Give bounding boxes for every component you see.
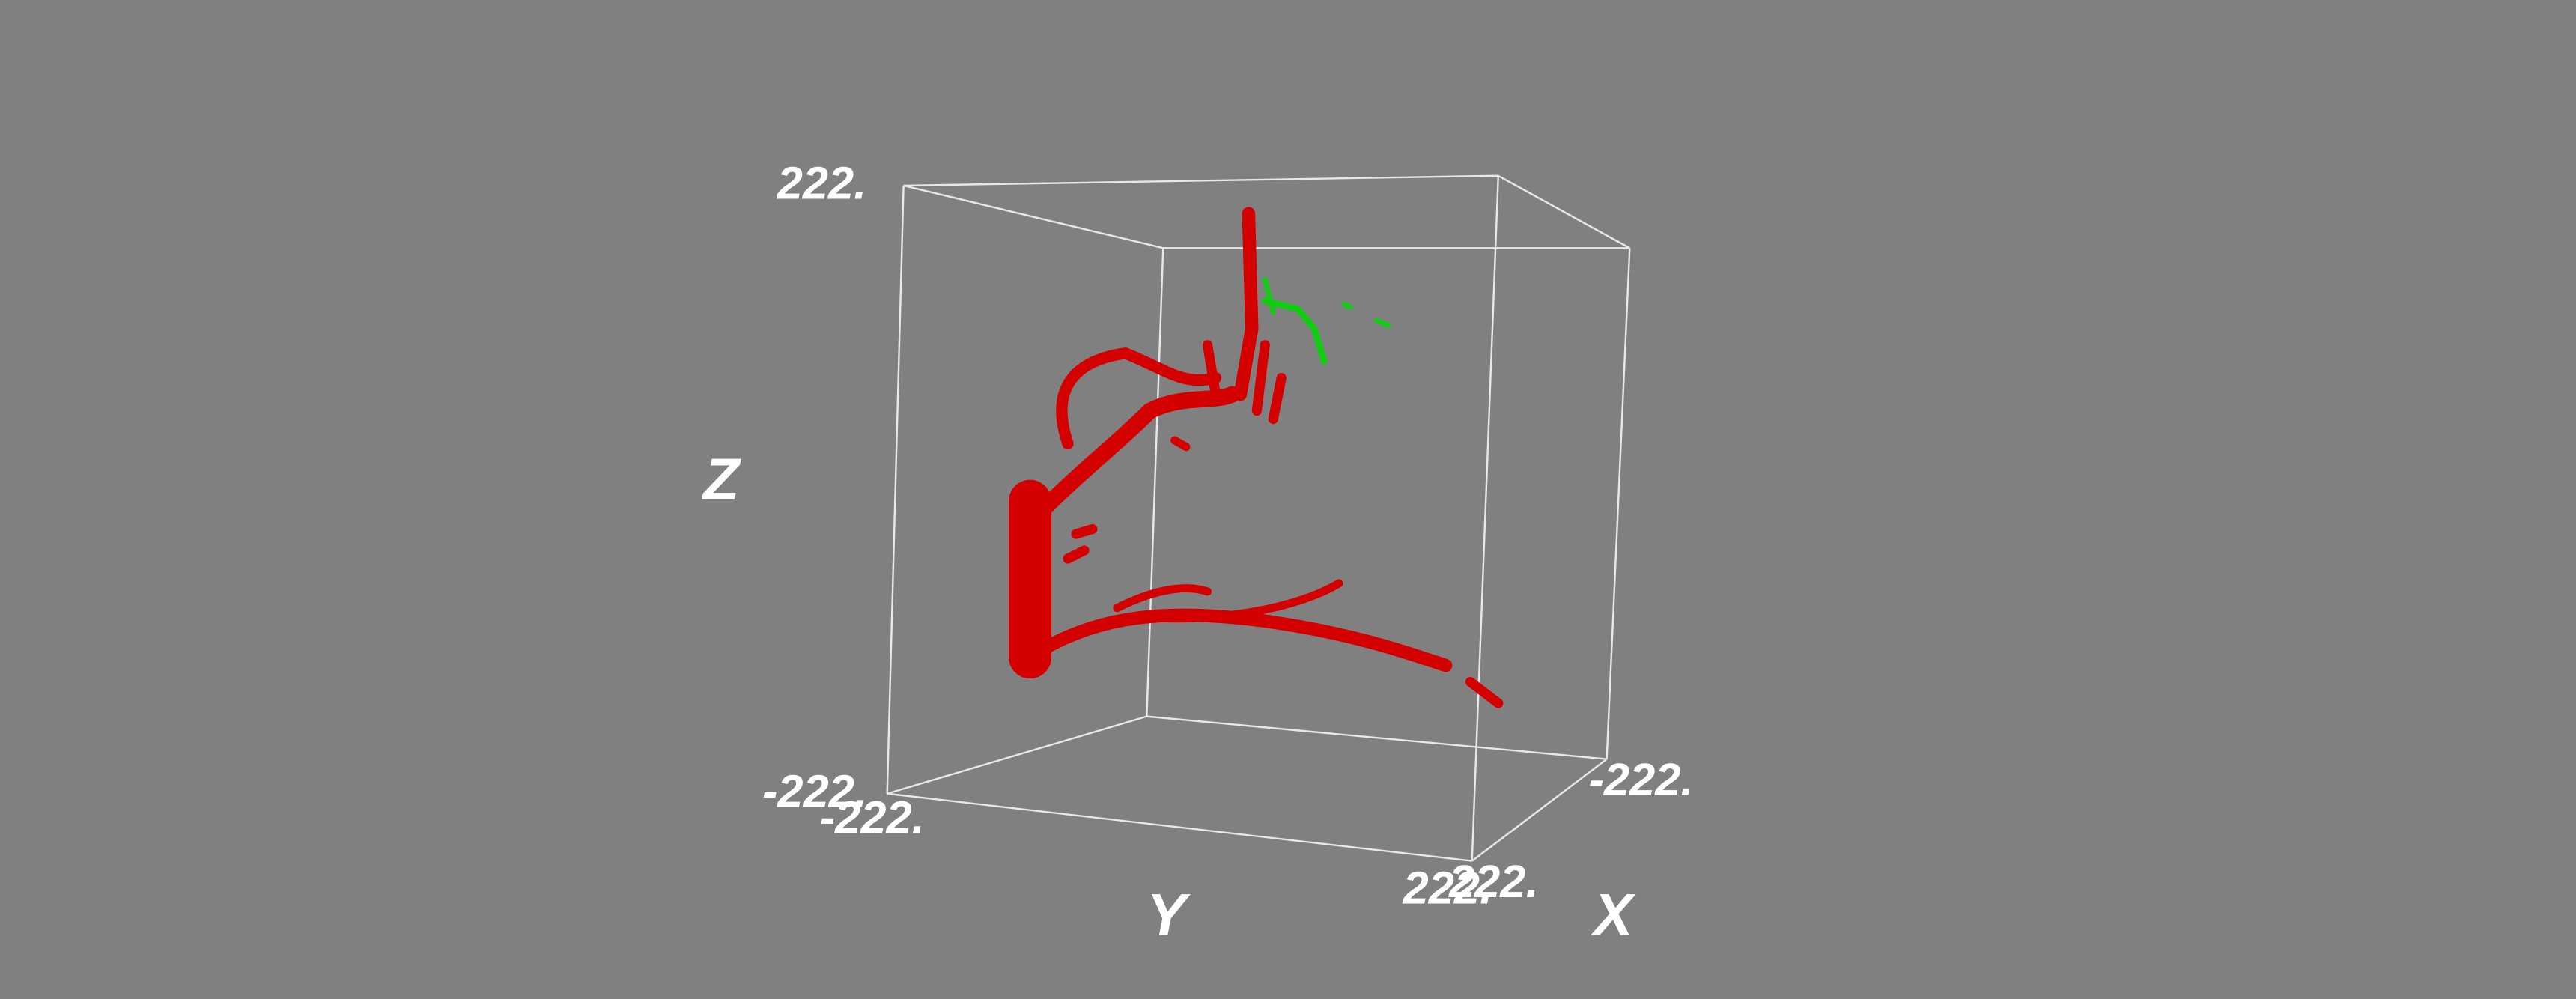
- z-max-label: 222.: [777, 157, 867, 209]
- y-axis-label: Y: [1146, 881, 1191, 947]
- y-max-label: 222.: [1403, 863, 1493, 914]
- vessel-green: [1261, 276, 1391, 365]
- y-min-label: -222.: [820, 792, 925, 843]
- bounding-box: [886, 174, 1631, 862]
- x-max-label: -222.: [1588, 754, 1693, 806]
- z-min-label: -222.: [762, 765, 867, 817]
- vessel-red: [1009, 207, 1504, 708]
- x-min-label: 222.: [1448, 856, 1539, 908]
- z-axis-label: Z: [702, 446, 741, 512]
- x-axis-label: X: [1591, 881, 1636, 947]
